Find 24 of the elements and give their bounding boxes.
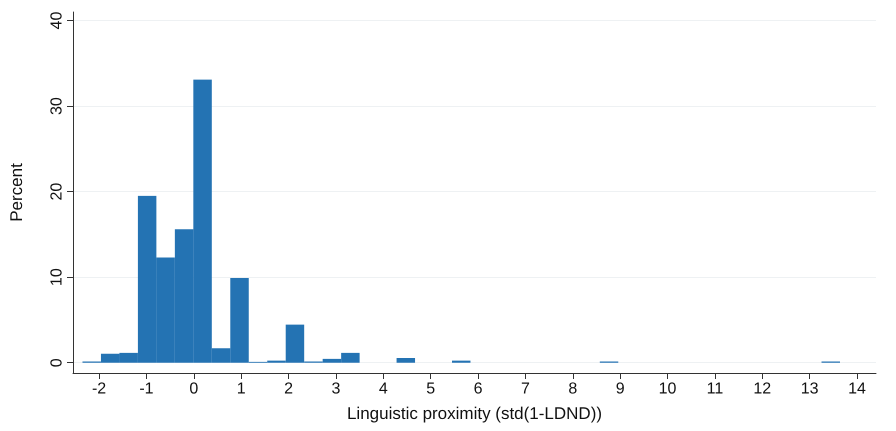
x-tick-label: 14 — [848, 380, 866, 398]
x-tick-label: 4 — [378, 380, 388, 398]
y-tick-label: 40 — [48, 12, 66, 30]
x-tick-label: -2 — [92, 380, 106, 398]
x-tick-label: 5 — [426, 380, 436, 398]
x-tick-label: 12 — [753, 380, 772, 398]
y-tick-label: 30 — [48, 97, 66, 115]
y-axis-title: Percent — [7, 162, 26, 222]
x-tick-label: 3 — [331, 380, 340, 398]
x-tick-label: 2 — [284, 380, 294, 398]
y-tick-label: 10 — [48, 268, 66, 286]
x-tick-label: 11 — [706, 380, 724, 398]
x-tick-label: 9 — [616, 380, 625, 398]
y-tick-label: 0 — [48, 358, 66, 368]
x-tick-label: 13 — [800, 380, 819, 398]
x-tick-label: 0 — [189, 380, 198, 398]
x-tick-label: 7 — [520, 380, 530, 398]
x-tick-label: 6 — [474, 380, 483, 398]
x-tick-label: 1 — [236, 380, 246, 398]
x-tick-label: 8 — [568, 380, 578, 398]
x-tick-label: -1 — [139, 380, 154, 398]
x-tick-label: 10 — [658, 380, 677, 398]
x-axis-title: Linguistic proximity (std(1-LDND)) — [346, 404, 602, 423]
y-tick-label: 20 — [48, 182, 66, 201]
